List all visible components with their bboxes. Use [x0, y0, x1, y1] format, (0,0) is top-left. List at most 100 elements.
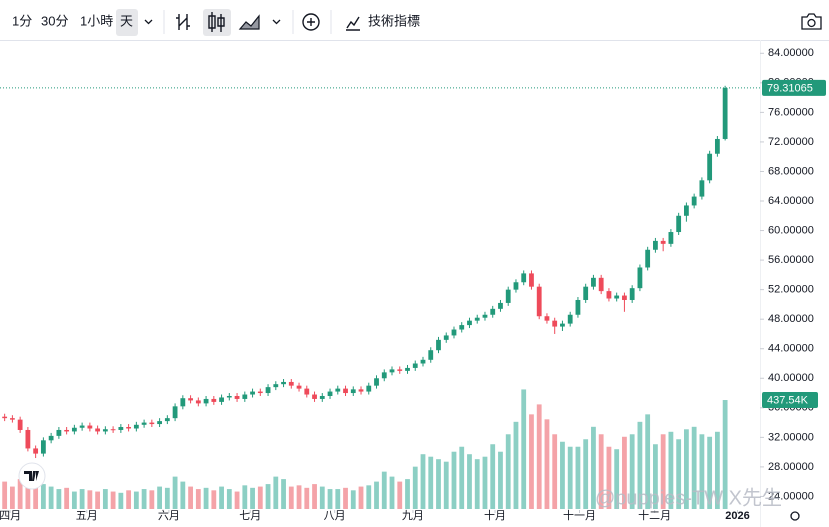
- y-tick-label: 76.00000: [768, 106, 814, 118]
- volume-bar: [676, 439, 682, 509]
- candle-icon[interactable]: [208, 12, 225, 32]
- bar-icon[interactable]: [176, 14, 190, 30]
- candle-body: [335, 388, 341, 392]
- candle-body: [141, 422, 147, 425]
- volume-bar: [722, 400, 728, 509]
- indicators-button[interactable]: 技術指標: [368, 13, 420, 28]
- chevron[interactable]: [272, 19, 281, 25]
- volume-bar: [149, 490, 155, 509]
- candle-body: [381, 372, 387, 379]
- volume-bar: [56, 489, 62, 509]
- volume-bar: [691, 426, 697, 509]
- interval[interactable]: 1分: [12, 13, 32, 28]
- candle-body: [714, 138, 720, 154]
- candle-body: [358, 389, 364, 392]
- candle-body: [157, 421, 162, 425]
- candle-body: [319, 395, 325, 399]
- volume-bar: [420, 454, 426, 509]
- candle-body: [598, 277, 604, 292]
- volume-bar: [598, 434, 604, 509]
- candle-body: [606, 291, 612, 299]
- x-tick-label: 十月: [484, 508, 506, 522]
- candle-body: [133, 424, 139, 429]
- volume-bar: [443, 461, 449, 509]
- candle-body: [273, 384, 279, 388]
- volume-bar: [319, 486, 325, 509]
- candle-body: [164, 418, 170, 422]
- volume-bar: [536, 404, 542, 509]
- volume-bar: [118, 492, 124, 509]
- volume-bar: [312, 484, 317, 509]
- volume-bar: [498, 451, 503, 509]
- volume-bar: [25, 471, 31, 509]
- camera-icon[interactable]: [801, 13, 822, 30]
- volume-bar: [180, 481, 186, 509]
- x-tick-label: 2026: [725, 510, 749, 522]
- x-tick-label: 十一月: [563, 508, 596, 522]
- candle-body: [102, 429, 108, 432]
- volume-bar: [219, 486, 224, 509]
- volume-bar: [459, 446, 465, 509]
- candle-body: [451, 329, 457, 336]
- add-icon[interactable]: [302, 13, 320, 31]
- volume-bar: [389, 476, 395, 509]
- volume-bar: [257, 486, 263, 509]
- volume-bar: [87, 490, 93, 509]
- volume-bar: [157, 486, 162, 509]
- volume-bar: [110, 491, 116, 509]
- candle-body: [304, 388, 310, 395]
- volume-bar: [567, 446, 573, 509]
- last-price-box: [762, 79, 826, 96]
- camera-lens: [807, 18, 816, 28]
- candle-body: [653, 240, 658, 250]
- volume-bar: [374, 481, 379, 509]
- volume-bar: [381, 471, 387, 509]
- candle-body: [265, 387, 271, 394]
- x-tick-label: 十二月: [638, 508, 671, 522]
- y-tick-label: 64.00000: [768, 195, 814, 207]
- y-tick-label: 84.00000: [768, 47, 814, 59]
- volume-bar: [265, 484, 271, 509]
- chevron[interactable]: [144, 19, 153, 25]
- candle-body: [389, 369, 395, 373]
- volume-bar: [699, 434, 705, 509]
- volume-bar: [637, 421, 643, 509]
- indicator-icon[interactable]: [346, 16, 360, 31]
- volume-bar: [296, 485, 302, 509]
- volume-bar: [544, 419, 550, 509]
- volume-bar: [614, 449, 620, 509]
- candle-body: [397, 369, 403, 371]
- candle-body: [25, 429, 31, 449]
- candle-body: [591, 277, 596, 287]
- volume-bar: [195, 489, 201, 509]
- candle-body: [684, 205, 689, 216]
- x-tick-label: 五月: [76, 510, 98, 522]
- x-tick-label: 九月: [402, 509, 424, 522]
- volume-bar: [327, 489, 333, 509]
- volume-bar: [629, 434, 635, 509]
- candle-body: [2, 416, 8, 419]
- volume-bar: [95, 491, 101, 509]
- candle-body: [722, 87, 728, 139]
- volume-bar: [660, 434, 666, 509]
- settings-icon[interactable]: [790, 511, 800, 521]
- candle-body: [467, 320, 472, 326]
- area-icon[interactable]: [238, 14, 260, 30]
- toolbar: 1分 30分 1小時 天 技術指標: [12, 9, 822, 36]
- volume-bar: [707, 436, 713, 509]
- candle-body: [343, 388, 348, 394]
- volume-bar: [281, 479, 286, 509]
- volume-bar: [521, 389, 527, 509]
- last-volume-box: [762, 392, 818, 409]
- candle-body: [614, 295, 620, 299]
- interval[interactable]: 1小時: [80, 13, 113, 28]
- candle-body: [490, 308, 496, 315]
- volume-bar: [428, 456, 434, 509]
- candle-body: [521, 273, 527, 283]
- volume-bar: [645, 414, 651, 509]
- y-tick-label: 56.00000: [768, 254, 814, 266]
- candle-body: [428, 350, 434, 360]
- interval[interactable]: 天: [120, 13, 133, 28]
- volume-bar: [226, 489, 232, 509]
- interval[interactable]: 30分: [41, 13, 68, 28]
